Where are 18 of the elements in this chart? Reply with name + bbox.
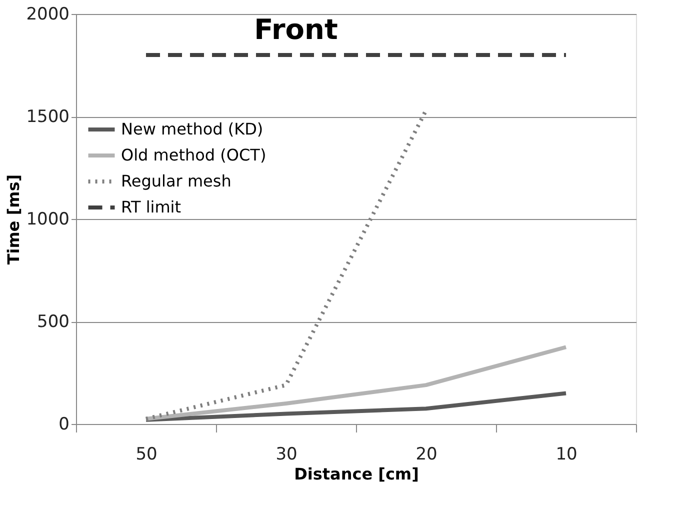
line-series <box>144 345 568 421</box>
y-tick-label: 1000 <box>26 210 70 230</box>
legend-label: RT limit <box>121 198 182 216</box>
x-tick-label: 50 <box>136 444 158 464</box>
y-axis-title: Time [ms] <box>4 174 24 265</box>
legend-label: Old method (OCT) <box>121 146 266 164</box>
y-tick-label: 1500 <box>26 107 70 127</box>
chart-title: Front <box>254 13 338 46</box>
legend-label: New method (KD) <box>121 120 264 138</box>
x-axis-title: Distance [cm] <box>294 464 419 484</box>
y-tick-label: 2000 <box>26 4 70 24</box>
legend-label: Regular mesh <box>121 172 232 190</box>
x-tick-label: 10 <box>556 444 578 464</box>
x-tick-label: 20 <box>416 444 438 464</box>
x-tick-label: 30 <box>276 444 298 464</box>
y-tick-label: 500 <box>37 312 70 332</box>
y-tick-label: 0 <box>58 414 70 434</box>
line-series <box>144 391 568 422</box>
